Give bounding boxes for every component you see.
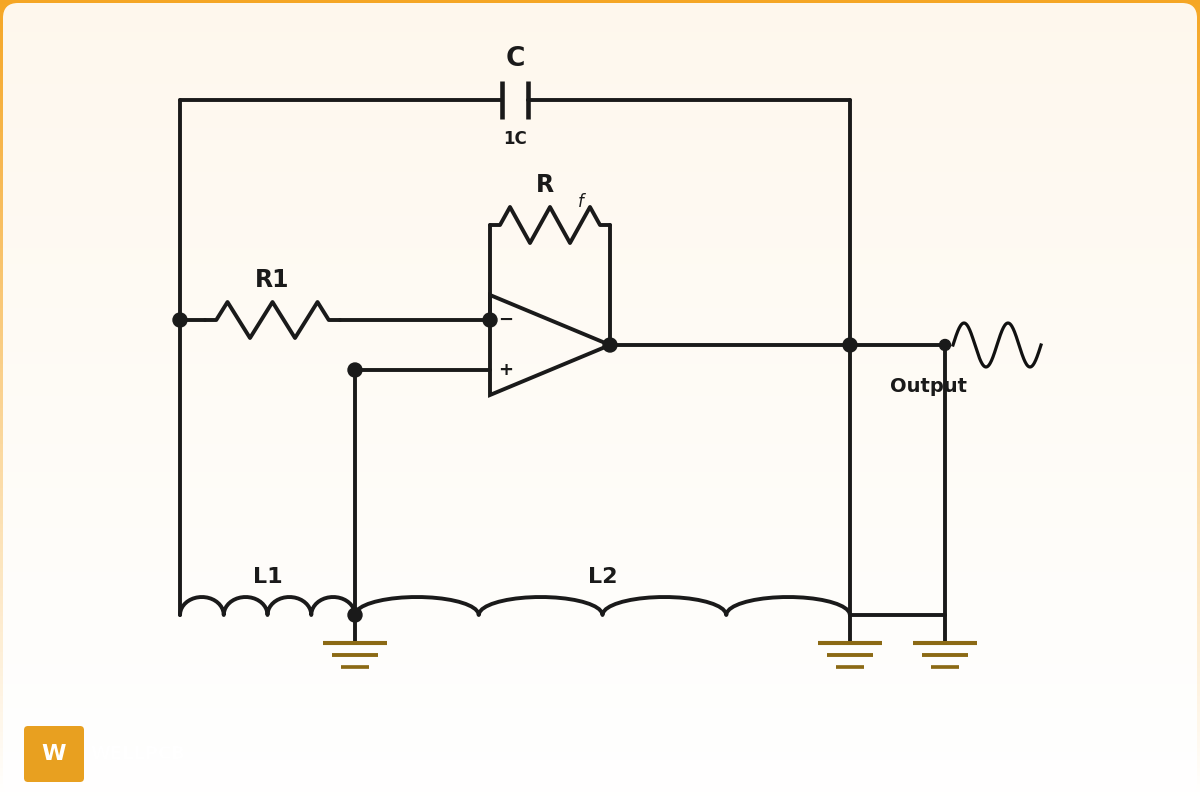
Circle shape (348, 608, 362, 622)
Text: W: W (42, 744, 66, 764)
FancyBboxPatch shape (2, 3, 1198, 797)
Text: 1C: 1C (503, 130, 527, 148)
Circle shape (940, 339, 950, 350)
Text: −: − (498, 311, 514, 329)
Circle shape (842, 338, 857, 352)
Text: C: C (505, 46, 524, 72)
Text: L1: L1 (253, 567, 282, 587)
Text: R1: R1 (256, 268, 289, 292)
FancyBboxPatch shape (24, 726, 84, 782)
Text: f: f (578, 193, 584, 211)
Text: R: R (536, 173, 554, 197)
Text: WELLPCB: WELLPCB (90, 745, 185, 763)
Text: +: + (498, 361, 514, 379)
Circle shape (173, 313, 187, 327)
Text: Output: Output (890, 377, 967, 396)
Text: L2: L2 (588, 567, 617, 587)
Circle shape (482, 313, 497, 327)
Circle shape (604, 338, 617, 352)
Circle shape (348, 363, 362, 377)
